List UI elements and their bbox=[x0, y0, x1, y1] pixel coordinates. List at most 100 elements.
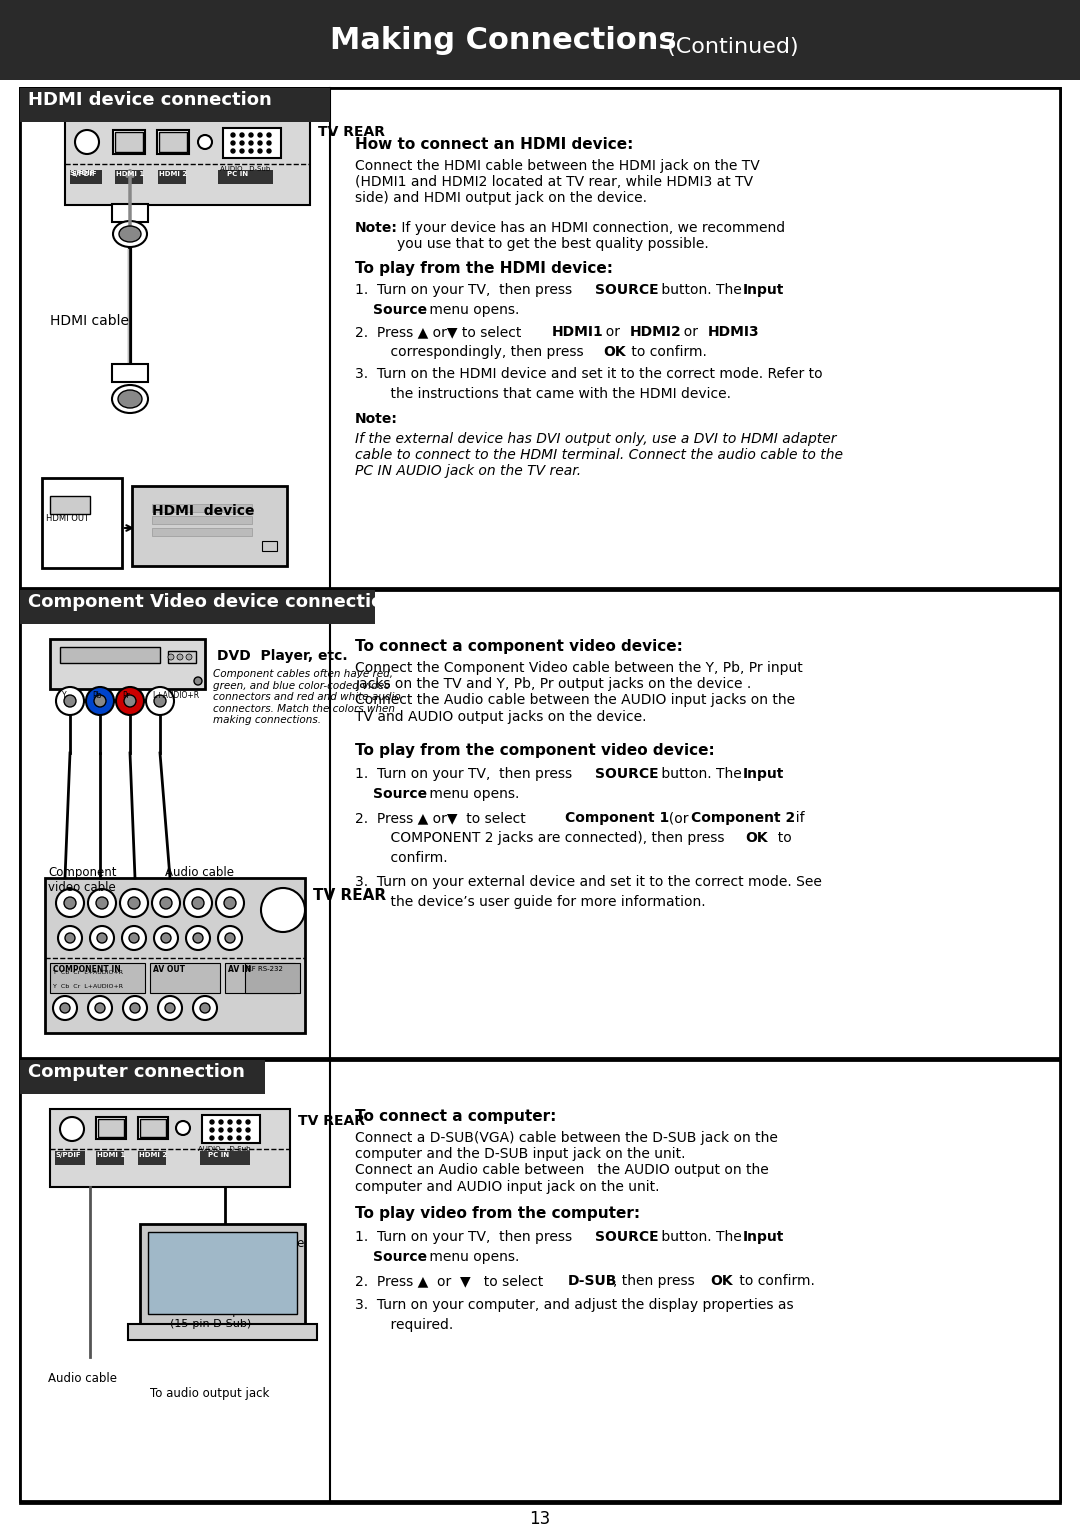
Text: OK: OK bbox=[710, 1274, 732, 1287]
Bar bbox=[50, 638, 205, 689]
Circle shape bbox=[193, 933, 203, 944]
Bar bbox=[70, 169, 102, 183]
Text: To connect a computer:: To connect a computer: bbox=[355, 1109, 556, 1124]
Circle shape bbox=[261, 889, 305, 931]
Circle shape bbox=[228, 1119, 232, 1124]
Text: HDMI  device: HDMI device bbox=[152, 504, 255, 518]
Text: To play video from the computer:: To play video from the computer: bbox=[355, 1206, 640, 1222]
Bar bbox=[152, 528, 252, 536]
Text: AUDIO    D-Sub: AUDIO D-Sub bbox=[198, 1145, 251, 1151]
Bar bbox=[50, 1109, 291, 1186]
Text: DVD  Player, etc.: DVD Player, etc. bbox=[217, 649, 348, 663]
Circle shape bbox=[228, 1136, 232, 1141]
Text: Component cables often have red,
green, and blue color-coded video
connectors an: Component cables often have red, green, … bbox=[213, 669, 401, 725]
Text: Making Connections: Making Connections bbox=[330, 26, 677, 55]
Text: Source: Source bbox=[373, 1251, 427, 1264]
Text: Note:: Note: bbox=[355, 412, 397, 426]
Text: COMPONENT 2 jacks are connected), then press: COMPONENT 2 jacks are connected), then p… bbox=[373, 831, 733, 844]
Text: required.: required. bbox=[373, 1318, 454, 1332]
Bar bbox=[152, 504, 252, 512]
Bar bbox=[50, 496, 90, 515]
Text: if: if bbox=[787, 811, 805, 825]
Bar bbox=[138, 1116, 168, 1139]
Text: S/PDIF: S/PDIF bbox=[71, 171, 96, 177]
Circle shape bbox=[267, 140, 271, 145]
Circle shape bbox=[240, 140, 244, 145]
Ellipse shape bbox=[119, 226, 141, 241]
Text: Note:: Note: bbox=[355, 221, 397, 235]
Text: Component Video device connection: Component Video device connection bbox=[28, 592, 396, 611]
Bar bbox=[21, 89, 1059, 588]
Circle shape bbox=[193, 996, 217, 1020]
Bar bbox=[159, 131, 187, 153]
Circle shape bbox=[123, 996, 147, 1020]
Circle shape bbox=[95, 1003, 105, 1012]
Bar bbox=[222, 128, 281, 157]
Text: OK: OK bbox=[745, 831, 768, 844]
Text: HDMI 2: HDMI 2 bbox=[139, 1151, 167, 1157]
Bar bbox=[157, 130, 189, 154]
Text: COMPONENT IN: COMPONENT IN bbox=[53, 965, 121, 974]
Text: button. The: button. The bbox=[657, 1231, 746, 1245]
Text: TV REAR: TV REAR bbox=[298, 1115, 365, 1128]
Text: AV OUT: AV OUT bbox=[153, 965, 185, 974]
Bar bbox=[65, 121, 310, 205]
Text: Source: Source bbox=[373, 302, 427, 318]
Circle shape bbox=[225, 933, 235, 944]
Bar bbox=[21, 589, 375, 625]
Bar bbox=[96, 1151, 124, 1165]
Text: AV IN: AV IN bbox=[228, 965, 252, 974]
Text: SOURCE: SOURCE bbox=[595, 1231, 659, 1245]
Circle shape bbox=[192, 896, 204, 909]
Bar bbox=[21, 589, 1059, 1058]
Bar bbox=[150, 964, 220, 993]
Text: button. The: button. The bbox=[657, 767, 746, 780]
Text: SOURCE: SOURCE bbox=[595, 282, 659, 296]
Circle shape bbox=[64, 695, 76, 707]
Text: button. The: button. The bbox=[657, 282, 746, 296]
Bar bbox=[21, 1060, 265, 1093]
Bar bbox=[202, 1115, 260, 1144]
Text: or: or bbox=[597, 325, 629, 339]
Circle shape bbox=[249, 150, 253, 153]
Circle shape bbox=[246, 1128, 249, 1132]
Circle shape bbox=[258, 140, 262, 145]
Text: RF RS-232: RF RS-232 bbox=[247, 967, 283, 973]
Circle shape bbox=[210, 1119, 214, 1124]
Bar bbox=[200, 1151, 249, 1165]
Circle shape bbox=[231, 140, 235, 145]
Circle shape bbox=[161, 933, 171, 944]
Circle shape bbox=[122, 925, 146, 950]
Text: 1.  Turn on your TV,  then press: 1. Turn on your TV, then press bbox=[355, 767, 577, 780]
Text: Input: Input bbox=[743, 1231, 784, 1245]
Circle shape bbox=[228, 1128, 232, 1132]
Bar bbox=[152, 516, 252, 524]
Bar bbox=[45, 878, 305, 1032]
Circle shape bbox=[184, 889, 212, 918]
Text: 2.  Press ▲ or▼  to select: 2. Press ▲ or▼ to select bbox=[355, 811, 535, 825]
Circle shape bbox=[198, 134, 212, 150]
Circle shape bbox=[219, 1136, 222, 1141]
Circle shape bbox=[240, 133, 244, 137]
Circle shape bbox=[96, 896, 108, 909]
Bar bbox=[21, 1060, 1059, 1501]
Bar bbox=[148, 1232, 297, 1315]
Circle shape bbox=[60, 1003, 70, 1012]
Bar bbox=[218, 169, 273, 183]
Bar bbox=[262, 541, 276, 551]
Circle shape bbox=[129, 933, 139, 944]
Text: Pb: Pb bbox=[92, 692, 102, 699]
Text: SOURCE: SOURCE bbox=[595, 767, 659, 780]
Circle shape bbox=[56, 687, 84, 715]
Bar bbox=[114, 131, 143, 153]
Text: , then press: , then press bbox=[613, 1274, 699, 1287]
Circle shape bbox=[246, 1136, 249, 1141]
Bar bbox=[96, 1116, 126, 1139]
Text: D-SUB: D-SUB bbox=[568, 1274, 618, 1287]
Text: S/PDIF: S/PDIF bbox=[70, 169, 96, 176]
Text: Input: Input bbox=[743, 282, 784, 296]
Circle shape bbox=[219, 1128, 222, 1132]
Text: HDMI 1: HDMI 1 bbox=[97, 1151, 125, 1157]
Text: OK: OK bbox=[603, 345, 625, 359]
Text: PC IN: PC IN bbox=[227, 171, 248, 177]
